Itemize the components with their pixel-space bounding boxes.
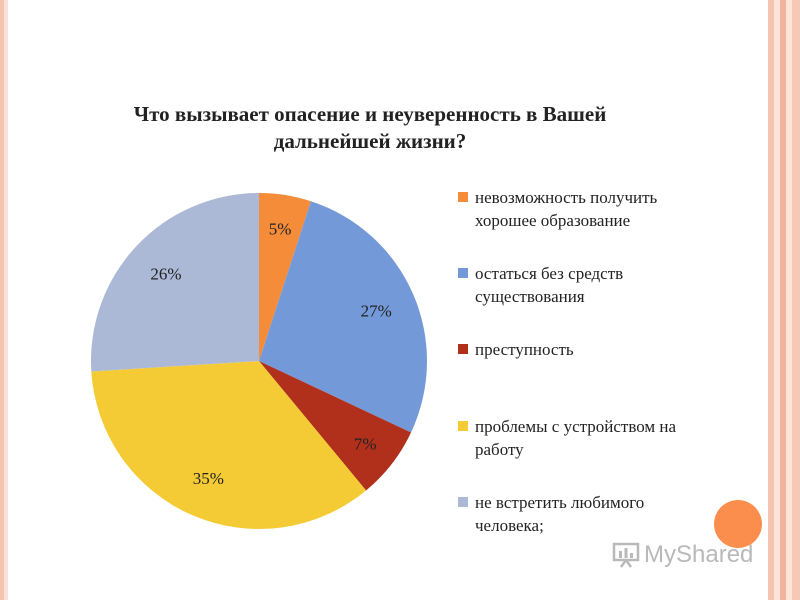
pie-data-label: 7%	[354, 434, 377, 453]
pie-data-label: 27%	[361, 301, 392, 320]
left-decorative-border	[0, 0, 8, 600]
presentation-board-icon	[612, 542, 640, 568]
pie-slice	[259, 201, 427, 433]
legend-label: не встретить любимого человека;	[475, 493, 645, 535]
pie-data-label: 35%	[193, 469, 224, 488]
legend-label: невозможность получить хорошее образован…	[475, 188, 658, 230]
chart-title: Что вызывает опасение и неуверенность в …	[133, 102, 607, 153]
pie-slice	[91, 361, 367, 530]
legend-label: проблемы с устройством на работу	[475, 417, 677, 459]
pie-slice	[259, 361, 412, 491]
legend-swatch	[458, 192, 468, 202]
watermark: MyShared	[612, 540, 753, 570]
legend-swatch	[458, 421, 468, 431]
legend-label: остаться без средств существования	[475, 264, 624, 306]
decorative-orange-circle	[714, 500, 762, 548]
pie-data-labels: 5% 27% 7% 35% 26%	[150, 219, 391, 488]
pie-slice	[259, 193, 311, 361]
legend-swatch	[458, 268, 468, 278]
pie-data-label: 5%	[269, 219, 292, 238]
watermark-text: MyShared	[644, 541, 754, 568]
pie-data-label: 26%	[150, 265, 181, 284]
legend-swatch	[458, 497, 468, 507]
pie-slice	[91, 193, 260, 372]
pie-slices	[91, 193, 427, 530]
right-decorative-border	[764, 0, 800, 600]
legend-label: преступность	[475, 340, 574, 359]
legend-swatch	[458, 344, 468, 354]
